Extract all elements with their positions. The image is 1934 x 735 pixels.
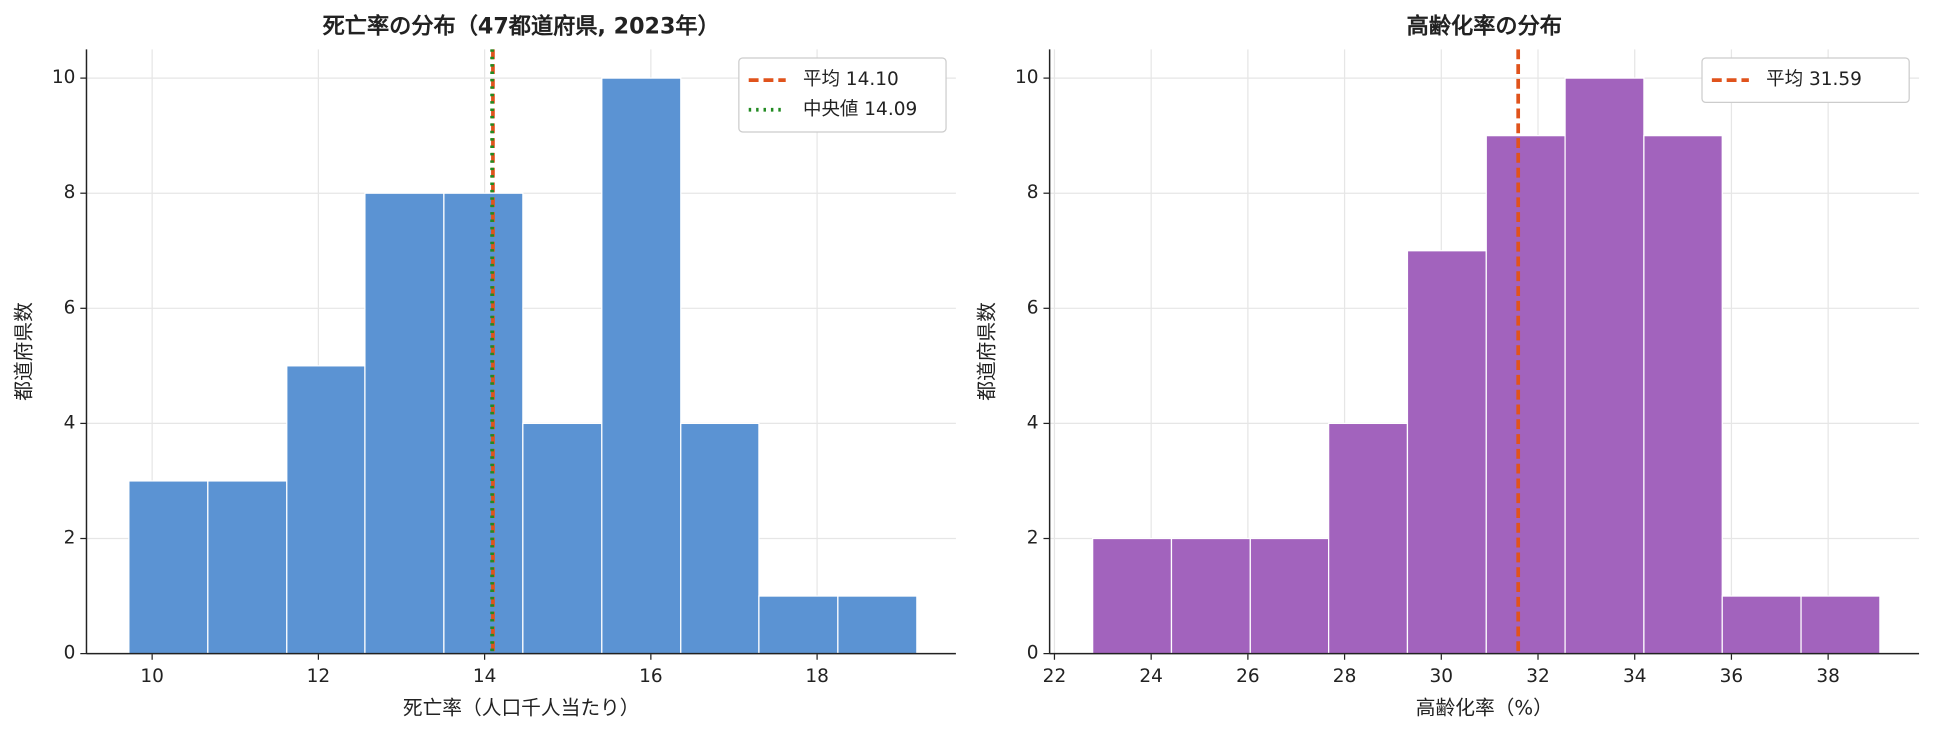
- x-tick-label: 26: [1236, 666, 1260, 687]
- bar: [1485, 135, 1566, 655]
- legend-box: [1701, 57, 1910, 103]
- x-tick-label: 30: [1430, 666, 1454, 687]
- chart-title: 高齢化率の分布: [1407, 13, 1562, 40]
- legend-label: 中央値 14.09: [803, 99, 917, 120]
- x-tick-label: 38: [1816, 666, 1840, 687]
- legend: 平均 14.10 中央値 14.09: [738, 57, 947, 133]
- y-axis-label: 都道府県数: [975, 302, 998, 401]
- bar: [1643, 135, 1723, 655]
- y-tick-label: 8: [64, 182, 76, 203]
- x-tick-label: 24: [1139, 666, 1163, 687]
- y-tick-label: 0: [1027, 643, 1039, 664]
- bar: [207, 480, 288, 655]
- y-tick-label: 4: [64, 412, 76, 433]
- bar: [1721, 595, 1802, 655]
- legend-label: 平均 31.59: [1766, 69, 1862, 90]
- x-tick-label: 16: [639, 666, 663, 687]
- x-tick-label: 22: [1043, 666, 1067, 687]
- bar: [128, 480, 209, 655]
- x-axis-label: 高齢化率（%）: [1416, 697, 1553, 720]
- y-tick-label: 4: [1027, 412, 1039, 433]
- bar: [758, 595, 839, 655]
- x-tick-label: 36: [1720, 666, 1744, 687]
- y-tick-label: 2: [64, 528, 76, 549]
- y-tick-label: 0: [64, 643, 76, 664]
- x-axis-label: 死亡率（人口千人当たり）: [403, 697, 640, 720]
- bar: [443, 192, 524, 655]
- y-tick-label: 10: [1015, 67, 1039, 88]
- x-tick-label: 28: [1333, 666, 1357, 687]
- bar: [364, 192, 445, 655]
- bar: [1328, 422, 1409, 655]
- y-tick-label: 6: [1027, 297, 1039, 318]
- legend: 平均 31.59: [1701, 57, 1910, 103]
- bar: [1170, 537, 1251, 655]
- x-tick-label: 18: [805, 666, 829, 687]
- bar: [837, 595, 918, 655]
- bar: [601, 77, 682, 655]
- bar: [286, 365, 366, 655]
- x-tick-label: 10: [140, 666, 164, 687]
- y-tick-label: 8: [1027, 182, 1039, 203]
- bar: [1406, 250, 1487, 655]
- bar: [522, 422, 603, 655]
- y-tick-label: 10: [52, 67, 76, 88]
- x-tick-label: 34: [1623, 666, 1647, 687]
- legend-box: [738, 57, 947, 133]
- legend-label: 平均 14.10: [803, 69, 899, 90]
- bar: [1800, 595, 1881, 655]
- bar: [1249, 537, 1330, 655]
- y-axis-label: 都道府県数: [12, 302, 35, 401]
- bar: [680, 422, 760, 655]
- x-tick-label: 32: [1526, 666, 1550, 687]
- y-tick-label: 6: [64, 297, 76, 318]
- y-tick-label: 2: [1027, 528, 1039, 549]
- bar: [1092, 537, 1173, 655]
- x-tick-label: 14: [473, 666, 497, 687]
- chart-title: 死亡率の分布（47都道府県, 2023年）: [323, 13, 720, 40]
- x-tick-label: 12: [307, 666, 331, 687]
- bar: [1564, 77, 1645, 655]
